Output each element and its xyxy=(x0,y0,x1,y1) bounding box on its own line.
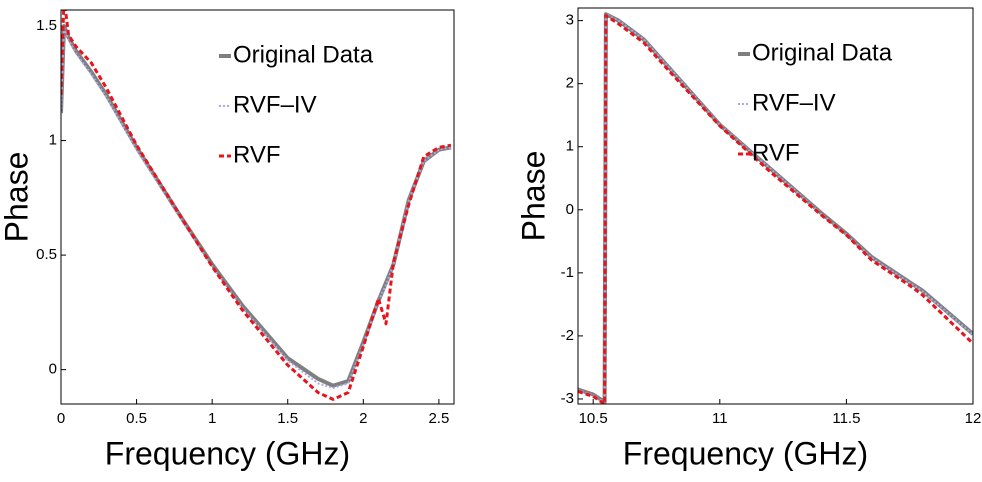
x-tick-label: 12 xyxy=(965,410,982,427)
x-axis-label: Frequency (GHz) xyxy=(105,435,350,471)
legend-label: Original Data xyxy=(752,39,893,66)
x-tick-label: 2 xyxy=(359,410,367,427)
y-tick-label: 2 xyxy=(566,75,574,92)
series-line xyxy=(61,24,452,388)
y-tick-label: 0.5 xyxy=(36,246,57,263)
x-tick-label: 0 xyxy=(57,410,65,427)
legend: Original Data RVF–IV RVF xyxy=(219,41,374,168)
series-line xyxy=(578,14,973,404)
legend: Original Data RVF–IV RVF xyxy=(738,39,893,166)
chart: 0 0.5 1 1.5 2 2.5 0 0.5 1 1.5 Frequency (GHz) Phase… xyxy=(0,9,455,471)
axes-frame xyxy=(577,7,974,405)
x-tick-label: 1.5 xyxy=(277,410,298,427)
series-line xyxy=(578,12,973,404)
axes-frame xyxy=(60,9,455,405)
y-tick-label: 1 xyxy=(49,132,57,149)
y-tick-label: 1 xyxy=(566,138,574,155)
plot-area xyxy=(61,10,452,401)
y-tick-label: -2 xyxy=(561,327,574,344)
x-tick-label: 11.5 xyxy=(832,410,860,427)
legend-label: RVF–IV xyxy=(233,91,317,118)
legend-label: Original Data xyxy=(233,41,374,68)
x-tick-label: 10.5 xyxy=(579,410,608,427)
series-line xyxy=(61,27,452,389)
legend-label: RVF xyxy=(752,139,800,166)
legend-label: RVF–IV xyxy=(752,89,836,116)
x-axis-label: Frequency (GHz) xyxy=(623,435,868,471)
y-tick-label: 0 xyxy=(49,361,57,378)
y-tick-label: 1.5 xyxy=(36,17,57,34)
y-tick-label: -3 xyxy=(561,390,574,407)
x-tick-label: 2.5 xyxy=(428,410,449,427)
y-tick-label: 3 xyxy=(566,12,574,29)
x-tick-label: 0.5 xyxy=(126,410,147,427)
legend-label: RVF xyxy=(233,141,281,168)
x-tick-label: 1 xyxy=(208,410,216,427)
y-axis-label: Phase xyxy=(0,152,34,243)
plot-area xyxy=(578,12,973,404)
y-axis-label: Phase xyxy=(515,151,551,242)
y-tick-label: 0 xyxy=(566,201,574,218)
y-tick-label: -1 xyxy=(561,264,574,281)
series-line xyxy=(578,13,973,404)
x-tick-label: 11 xyxy=(712,410,728,427)
